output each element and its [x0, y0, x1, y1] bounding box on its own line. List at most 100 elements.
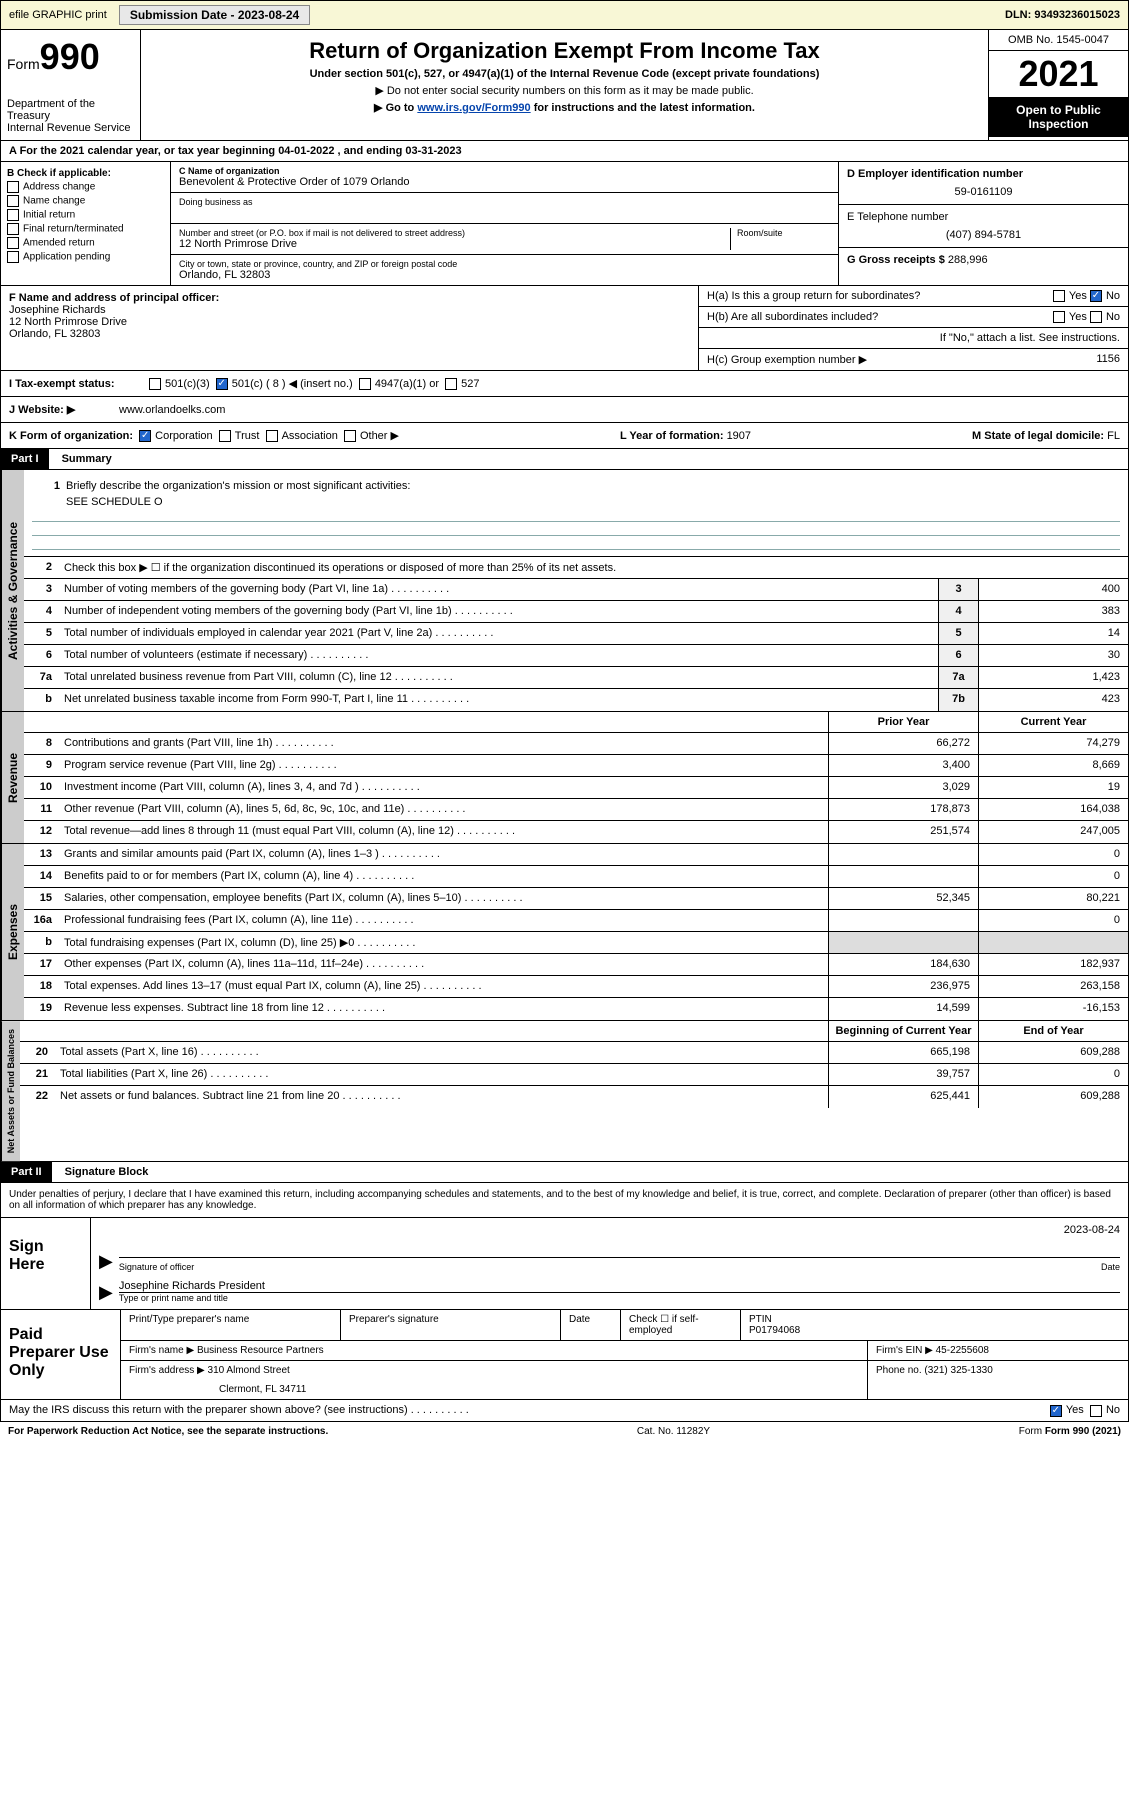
org-name: Benevolent & Protective Order of 1079 Or…	[179, 176, 830, 188]
col-c: C Name of organization Benevolent & Prot…	[171, 162, 838, 285]
type-name-label: Type or print name and title	[119, 1292, 1120, 1303]
header-right: OMB No. 1545-0047 2021 Open to Public In…	[988, 30, 1128, 140]
m-value: FL	[1107, 430, 1120, 442]
section-revenue: Revenue Prior YearCurrent Year 8Contribu…	[0, 712, 1129, 844]
ein-value: 59-0161109	[847, 186, 1120, 198]
ha-label: H(a) Is this a group return for subordin…	[707, 290, 920, 302]
chk-corp[interactable]	[139, 430, 151, 442]
chk-501c3[interactable]	[149, 378, 161, 390]
col-begin: Beginning of Current Year	[828, 1021, 978, 1041]
ptin-value: P01794068	[749, 1325, 1120, 1336]
data-line: 22Net assets or fund balances. Subtract …	[20, 1086, 1128, 1108]
arrow-icon: ▶	[99, 1251, 113, 1272]
data-line: 18Total expenses. Add lines 13–17 (must …	[24, 976, 1128, 998]
chk-4947[interactable]	[359, 378, 371, 390]
tax-year: 2021	[989, 51, 1128, 97]
submission-date-button[interactable]: Submission Date - 2023-08-24	[119, 5, 310, 25]
data-line: 15Salaries, other compensation, employee…	[24, 888, 1128, 910]
website-value: www.orlandoelks.com	[119, 404, 225, 416]
col-current: Current Year	[978, 712, 1128, 732]
arrow-icon: ▶	[99, 1282, 113, 1303]
gov-line: bNet unrelated business taxable income f…	[24, 689, 1128, 711]
dba-label: Doing business as	[179, 197, 830, 207]
ha-yes[interactable]	[1053, 290, 1065, 302]
pp-date-label: Date	[561, 1310, 621, 1340]
data-line: 21Total liabilities (Part X, line 26)39,…	[20, 1064, 1128, 1086]
ein-label: D Employer identification number	[847, 168, 1120, 180]
firm-phone: (321) 325-1330	[924, 1365, 992, 1376]
data-line: 17Other expenses (Part IX, column (A), l…	[24, 954, 1128, 976]
firm-addr2: Clermont, FL 34711	[219, 1384, 859, 1395]
cat-number: Cat. No. 11282Y	[637, 1426, 710, 1437]
form-title: Return of Organization Exempt From Incom…	[149, 38, 980, 64]
data-line: 13Grants and similar amounts paid (Part …	[24, 844, 1128, 866]
part1-badge: Part I	[1, 449, 49, 469]
officer-name: Josephine Richards	[9, 304, 690, 316]
pp-check: Check ☐ if self-employed	[621, 1310, 741, 1340]
dept-label: Department of the Treasury	[7, 98, 134, 122]
gov-line: 5Total number of individuals employed in…	[24, 623, 1128, 645]
signature-block: Under penalties of perjury, I declare th…	[0, 1183, 1129, 1421]
gross-value: 288,996	[948, 254, 988, 266]
row-f: F Name and address of principal officer:…	[1, 286, 698, 370]
form-subtitle: Under section 501(c), 527, or 4947(a)(1)…	[149, 68, 980, 80]
omb-number: OMB No. 1545-0047	[989, 30, 1128, 51]
open-public-badge: Open to Public Inspection	[989, 97, 1128, 137]
city-label: City or town, state or province, country…	[179, 259, 830, 269]
l-label: L Year of formation:	[620, 430, 724, 442]
data-line: 19Revenue less expenses. Subtract line 1…	[24, 998, 1128, 1020]
check-initial[interactable]: Initial return	[7, 209, 164, 221]
form-note2: ▶ Go to www.irs.gov/Form990 for instruct…	[149, 101, 980, 114]
section-bcd: B Check if applicable: Address change Na…	[1, 162, 1128, 286]
phone-label: E Telephone number	[847, 211, 1120, 223]
check-pending[interactable]: Application pending	[7, 251, 164, 263]
firm-ein-label: Firm's EIN ▶	[876, 1345, 933, 1356]
col-end: End of Year	[978, 1021, 1128, 1041]
check-amended[interactable]: Amended return	[7, 237, 164, 249]
sig-date: 2023-08-24	[1064, 1224, 1120, 1236]
city-state-zip: Orlando, FL 32803	[179, 269, 830, 281]
gov-line: 7aTotal unrelated business revenue from …	[24, 667, 1128, 689]
check-name[interactable]: Name change	[7, 195, 164, 207]
discuss-text: May the IRS discuss this return with the…	[9, 1404, 408, 1416]
discuss-no[interactable]	[1090, 1405, 1102, 1417]
hb-no[interactable]	[1090, 311, 1102, 323]
row-j: J Website: ▶ www.orlandoelks.com	[1, 397, 1128, 423]
irs-link[interactable]: www.irs.gov/Form990	[417, 102, 530, 114]
l-value: 1907	[727, 430, 751, 442]
sig-date-label: Date	[1101, 1262, 1120, 1272]
row-klm: K Form of organization: Corporation Trus…	[1, 423, 1128, 448]
ptin-label: PTIN	[749, 1314, 1120, 1325]
discuss-yes[interactable]	[1050, 1405, 1062, 1417]
part2-header: Part II Signature Block	[0, 1162, 1129, 1183]
dln: DLN: 93493236015023	[1005, 9, 1120, 21]
tab-netassets: Net Assets or Fund Balances	[1, 1021, 20, 1161]
chk-527[interactable]	[445, 378, 457, 390]
gross-label: G Gross receipts $	[847, 254, 945, 266]
page-footer: For Paperwork Reduction Act Notice, see …	[0, 1422, 1129, 1441]
phone-value: (407) 894-5781	[847, 229, 1120, 241]
col-b-label: B Check if applicable:	[7, 168, 164, 179]
ha-no[interactable]	[1090, 290, 1102, 302]
chk-501c[interactable]	[216, 378, 228, 390]
form-ref: Form Form 990 (2021)	[1019, 1426, 1121, 1437]
chk-assoc[interactable]	[266, 430, 278, 442]
hc-label: H(c) Group exemption number ▶	[707, 353, 867, 366]
chk-other[interactable]	[344, 430, 356, 442]
section-netassets: Net Assets or Fund Balances Beginning of…	[0, 1021, 1129, 1162]
hb-yes[interactable]	[1053, 311, 1065, 323]
m-label: M State of legal domicile:	[972, 430, 1104, 442]
part1-header: Part I Summary	[0, 449, 1129, 470]
chk-trust[interactable]	[219, 430, 231, 442]
col-d: D Employer identification number 59-0161…	[838, 162, 1128, 285]
room-label: Room/suite	[737, 228, 830, 238]
firm-phone-label: Phone no.	[876, 1365, 922, 1376]
firm-addr-label: Firm's address ▶	[129, 1365, 205, 1376]
part1-title: Summary	[52, 449, 122, 469]
check-address[interactable]: Address change	[7, 181, 164, 193]
section-expenses: Expenses 13Grants and similar amounts pa…	[0, 844, 1129, 1021]
check-final[interactable]: Final return/terminated	[7, 223, 164, 235]
sign-here-label: Sign Here	[1, 1218, 91, 1309]
k-label: K Form of organization:	[9, 430, 133, 442]
row-a: A For the 2021 calendar year, or tax yea…	[1, 141, 1128, 162]
